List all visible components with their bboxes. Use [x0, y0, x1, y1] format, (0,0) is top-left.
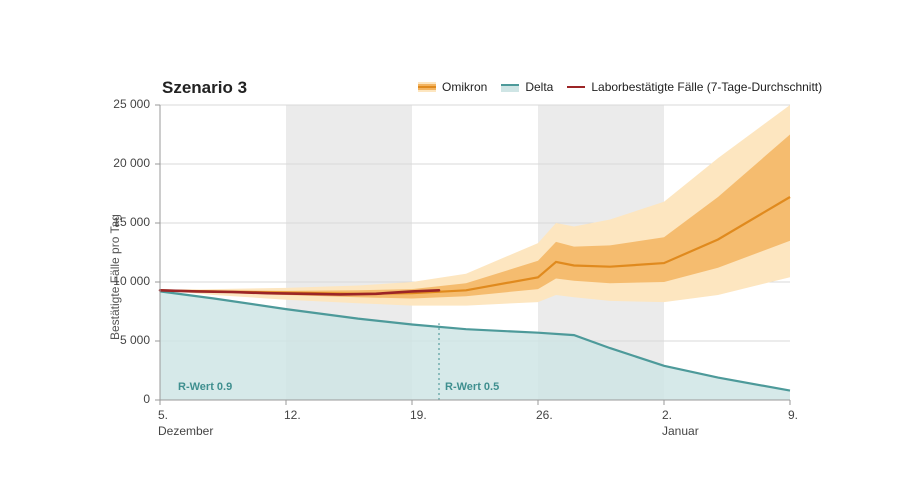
y-tick-label: 20 000 [113, 156, 150, 170]
x-tick-label: 9. [788, 408, 798, 422]
plot-area [0, 0, 900, 504]
y-tick-label: 10 000 [113, 274, 150, 288]
y-tick-label: 5 000 [120, 333, 150, 347]
y-tick-label: 0 [143, 392, 150, 406]
x-tick-label: 2. [662, 408, 672, 422]
x-month-label: Januar [662, 424, 699, 438]
x-month-label: Dezember [158, 424, 213, 438]
scenario-chart: Szenario 3 Omikron Delta La [0, 0, 900, 504]
x-tick-label: 26. [536, 408, 553, 422]
y-tick-label: 15 000 [113, 215, 150, 229]
x-tick-label: 5. [158, 408, 168, 422]
rwert-label-1: R-Wert 0.9 [178, 381, 232, 393]
x-tick-label: 19. [410, 408, 427, 422]
rwert-label-2: R-Wert 0.5 [445, 381, 499, 393]
y-tick-label: 25 000 [113, 97, 150, 111]
x-tick-label: 12. [284, 408, 301, 422]
